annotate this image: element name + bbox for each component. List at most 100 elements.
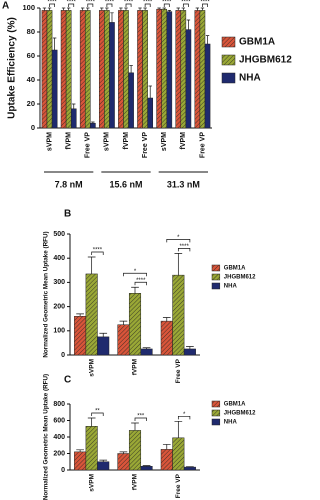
x-tick-label: fVPM — [123, 132, 130, 150]
x-tick-label: sVPM — [161, 132, 168, 151]
significance-bracket — [123, 272, 147, 277]
panel: B Normalized Geometric Mean Uptake (RFU) 0… — [43, 209, 256, 384]
error-bar — [76, 313, 84, 317]
significance-label: **** — [179, 244, 189, 250]
error-bar — [91, 121, 95, 124]
significance-label: * — [177, 235, 180, 241]
significance-bracket — [182, 3, 189, 7]
x-tick-label: Free VP — [85, 132, 92, 158]
significance-bracket — [106, 3, 113, 7]
significance-bracket — [91, 412, 104, 417]
bar — [199, 10, 206, 129]
bar — [180, 10, 187, 129]
error-bar — [52, 37, 57, 50]
error-bar — [162, 317, 171, 322]
y-axis-title: Normalized Geometric Mean Uptake (RFU) — [43, 231, 50, 357]
error-bar — [66, 7, 71, 11]
bar — [46, 10, 53, 129]
error-bar — [162, 444, 171, 450]
significance-label: **** — [181, 0, 191, 6]
error-bar — [142, 347, 151, 349]
bar — [172, 274, 185, 356]
y-tick-label: 400 — [53, 434, 65, 441]
significance-label: ** — [95, 409, 100, 415]
significance-bracket — [134, 281, 147, 286]
y-tick-label: 0 — [61, 467, 65, 474]
y-tick-label: 100 — [22, 3, 35, 12]
error-bar — [87, 256, 96, 274]
x-tick-label: sVPM — [88, 359, 95, 377]
error-bar — [138, 7, 142, 11]
legend-label: GBM1A — [239, 37, 275, 48]
error-bar — [99, 459, 108, 462]
group-label: 15.6 nM — [109, 179, 142, 189]
error-bar — [76, 449, 84, 452]
significance-bracket — [49, 3, 56, 7]
legend-label: GBM1A — [224, 402, 246, 408]
significance-label: **** — [105, 0, 115, 6]
bar — [183, 348, 196, 356]
significance-bracket — [91, 251, 104, 255]
y-tick-label: 0 — [31, 123, 35, 132]
x-tick-label: Free VP — [175, 358, 182, 383]
bar — [142, 10, 148, 129]
legend-label: JHGBM612 — [239, 55, 292, 66]
bar — [140, 348, 153, 356]
y-tick-label: 200 — [53, 303, 65, 310]
legend-label: NHA — [239, 73, 261, 84]
error-bar — [80, 7, 85, 11]
error-bar — [148, 85, 152, 98]
legend-swatch — [211, 400, 221, 408]
y-tick-label: 0 — [61, 352, 65, 359]
error-bar — [87, 417, 96, 427]
error-bar — [143, 7, 147, 11]
error-bar — [119, 451, 128, 454]
error-bar — [157, 7, 161, 10]
error-bar — [61, 7, 66, 11]
bar — [85, 426, 98, 471]
x-tick-label: sVPM — [88, 474, 95, 492]
significance-bracket — [166, 239, 191, 243]
x-tick-label: Free VP — [199, 132, 206, 158]
bar — [137, 10, 143, 129]
bar — [109, 22, 115, 129]
bar — [84, 10, 91, 129]
error-bar — [162, 7, 166, 10]
bar — [85, 273, 98, 356]
significance-label: *** — [137, 414, 145, 420]
bar — [65, 10, 72, 129]
significance-label: * — [134, 269, 137, 275]
bar — [123, 10, 129, 129]
bar — [172, 437, 185, 471]
error-bar — [181, 7, 186, 11]
legend-label: NHA — [224, 420, 238, 426]
error-bar — [129, 65, 133, 73]
x-tick-label: sVPM — [104, 132, 111, 151]
bar — [51, 49, 58, 129]
error-bar — [205, 35, 210, 44]
legend-label: JHGBM612 — [224, 275, 256, 281]
significance-label: **** — [67, 0, 77, 6]
group-label: 31.3 nM — [167, 179, 200, 189]
significance-label: **** — [143, 0, 153, 6]
y-tick-label: 500 — [53, 231, 65, 238]
legend-swatch — [221, 54, 236, 66]
bar — [161, 8, 168, 129]
significance-label: **** — [162, 0, 172, 6]
error-bar — [42, 7, 47, 11]
error-bar — [119, 320, 128, 325]
bar — [160, 320, 173, 356]
error-bar — [100, 7, 104, 11]
legend-swatch — [221, 72, 236, 84]
significance-label: **** — [200, 0, 210, 6]
significance-bracket — [144, 3, 151, 7]
x-tick-label: fVPM — [132, 474, 139, 490]
y-tick-label: 800 — [53, 401, 65, 408]
bar — [74, 316, 87, 356]
error-bar — [119, 7, 123, 11]
error-bar — [131, 286, 139, 294]
y-tick-label: 80 — [27, 27, 35, 36]
bar — [128, 430, 142, 471]
error-bar — [86, 7, 90, 11]
